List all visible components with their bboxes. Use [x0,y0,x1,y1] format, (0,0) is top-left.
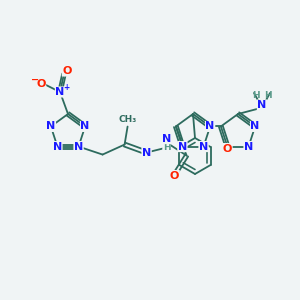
Text: O: O [223,144,232,154]
Text: O: O [36,79,46,89]
Text: N: N [53,142,62,152]
Text: −: − [31,75,39,85]
Text: N: N [80,122,90,131]
Text: +: + [63,82,69,91]
Text: H: H [252,91,260,100]
Text: H: H [163,143,170,152]
Text: H: H [264,91,272,100]
Text: N: N [178,142,187,152]
Text: N: N [199,142,208,152]
Text: O: O [62,66,72,76]
Text: CH₃: CH₃ [118,115,137,124]
Text: N: N [244,142,253,152]
Text: N: N [142,148,151,158]
Text: N: N [257,100,267,110]
Text: N: N [56,87,64,97]
Text: N: N [74,142,83,152]
Text: N: N [250,122,260,131]
Text: N: N [206,122,215,131]
Text: N: N [46,122,56,131]
Text: N: N [162,134,171,144]
Text: O: O [170,171,179,181]
